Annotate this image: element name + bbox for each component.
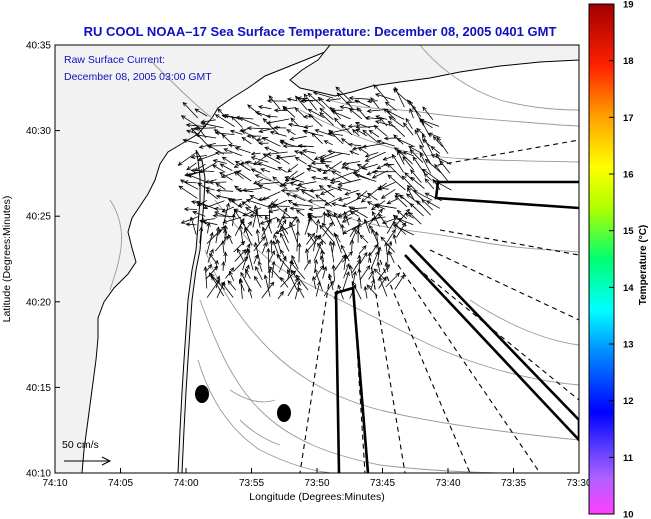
x-tick-label: 73:40 xyxy=(435,478,460,489)
y-tick-label: 40:10 xyxy=(26,469,51,480)
x-tick-label: 74:10 xyxy=(42,478,67,489)
x-tick-label: 74:00 xyxy=(173,478,198,489)
colorbar-tick-label: 10 xyxy=(623,510,634,519)
x-tick-label: 73:50 xyxy=(304,478,329,489)
x-axis: 74:10 74:05 74:00 73:55 73:50 73:45 73:40 73:35… xyxy=(42,468,592,489)
land-mass-new-jersey xyxy=(55,45,331,473)
colorbar-tick-label: 13 xyxy=(623,340,634,351)
y-tick-label: 40:35 xyxy=(26,41,51,52)
colorbar-tick-label: 14 xyxy=(623,283,634,294)
y-tick-label: 40:25 xyxy=(26,212,51,223)
y-tick-label: 40:20 xyxy=(26,297,51,308)
scale-arrow: 50 cm/s xyxy=(62,439,112,466)
colorbar-tick-label: 11 xyxy=(623,453,634,464)
x-tick-label: 73:55 xyxy=(239,478,264,489)
colorbar-tick-label: 18 xyxy=(623,56,634,67)
colorbar-label: Temperature (°C) xyxy=(638,225,649,306)
x-tick-label: 73:30 xyxy=(566,478,591,489)
buoy-marker-2 xyxy=(277,404,291,422)
figure-title: RU COOL NOAA–17 Sea Surface Temperature:… xyxy=(84,24,557,39)
legend-line-2: December 08, 2005 03:00 GMT xyxy=(64,71,212,83)
map-plot-area: Raw Surface Current: December 08, 2005 0… xyxy=(54,44,580,474)
x-tick-label: 73:45 xyxy=(370,478,395,489)
y-tick-label: 40:15 xyxy=(26,383,51,394)
y-tick-label: 40:30 xyxy=(26,126,51,137)
colorbar-tick-label: 16 xyxy=(623,170,634,181)
colorbar-tick-label: 19 xyxy=(623,0,634,11)
bathymetry-contours xyxy=(109,45,579,473)
colorbar-tick-label: 12 xyxy=(623,396,634,407)
x-tick-label: 73:35 xyxy=(501,478,526,489)
colorbar-tick-label: 17 xyxy=(623,113,634,124)
y-axis-label: Latitude (Degrees:Minutes) xyxy=(1,196,13,323)
buoy-marker-1 xyxy=(195,385,209,403)
current-vectors xyxy=(177,84,452,300)
land-mass-long-island xyxy=(289,45,579,97)
x-tick-label: 74:05 xyxy=(108,478,133,489)
radar-beam-outlines xyxy=(334,180,579,473)
x-axis-label: Longitude (Degrees:Minutes) xyxy=(249,491,384,503)
legend-line-1: Raw Surface Current: xyxy=(64,54,165,66)
y-axis: 40:35 40:30 40:25 40:20 40:15 40:10 xyxy=(26,41,60,480)
colorbar-gradient xyxy=(588,3,615,515)
temperature-colorbar: 19 18 17 16 15 14 13 12 11 10 Temperature (°C) xyxy=(588,0,649,519)
scale-label: 50 cm/s xyxy=(62,439,99,451)
colorbar-tick-label: 15 xyxy=(623,226,634,237)
